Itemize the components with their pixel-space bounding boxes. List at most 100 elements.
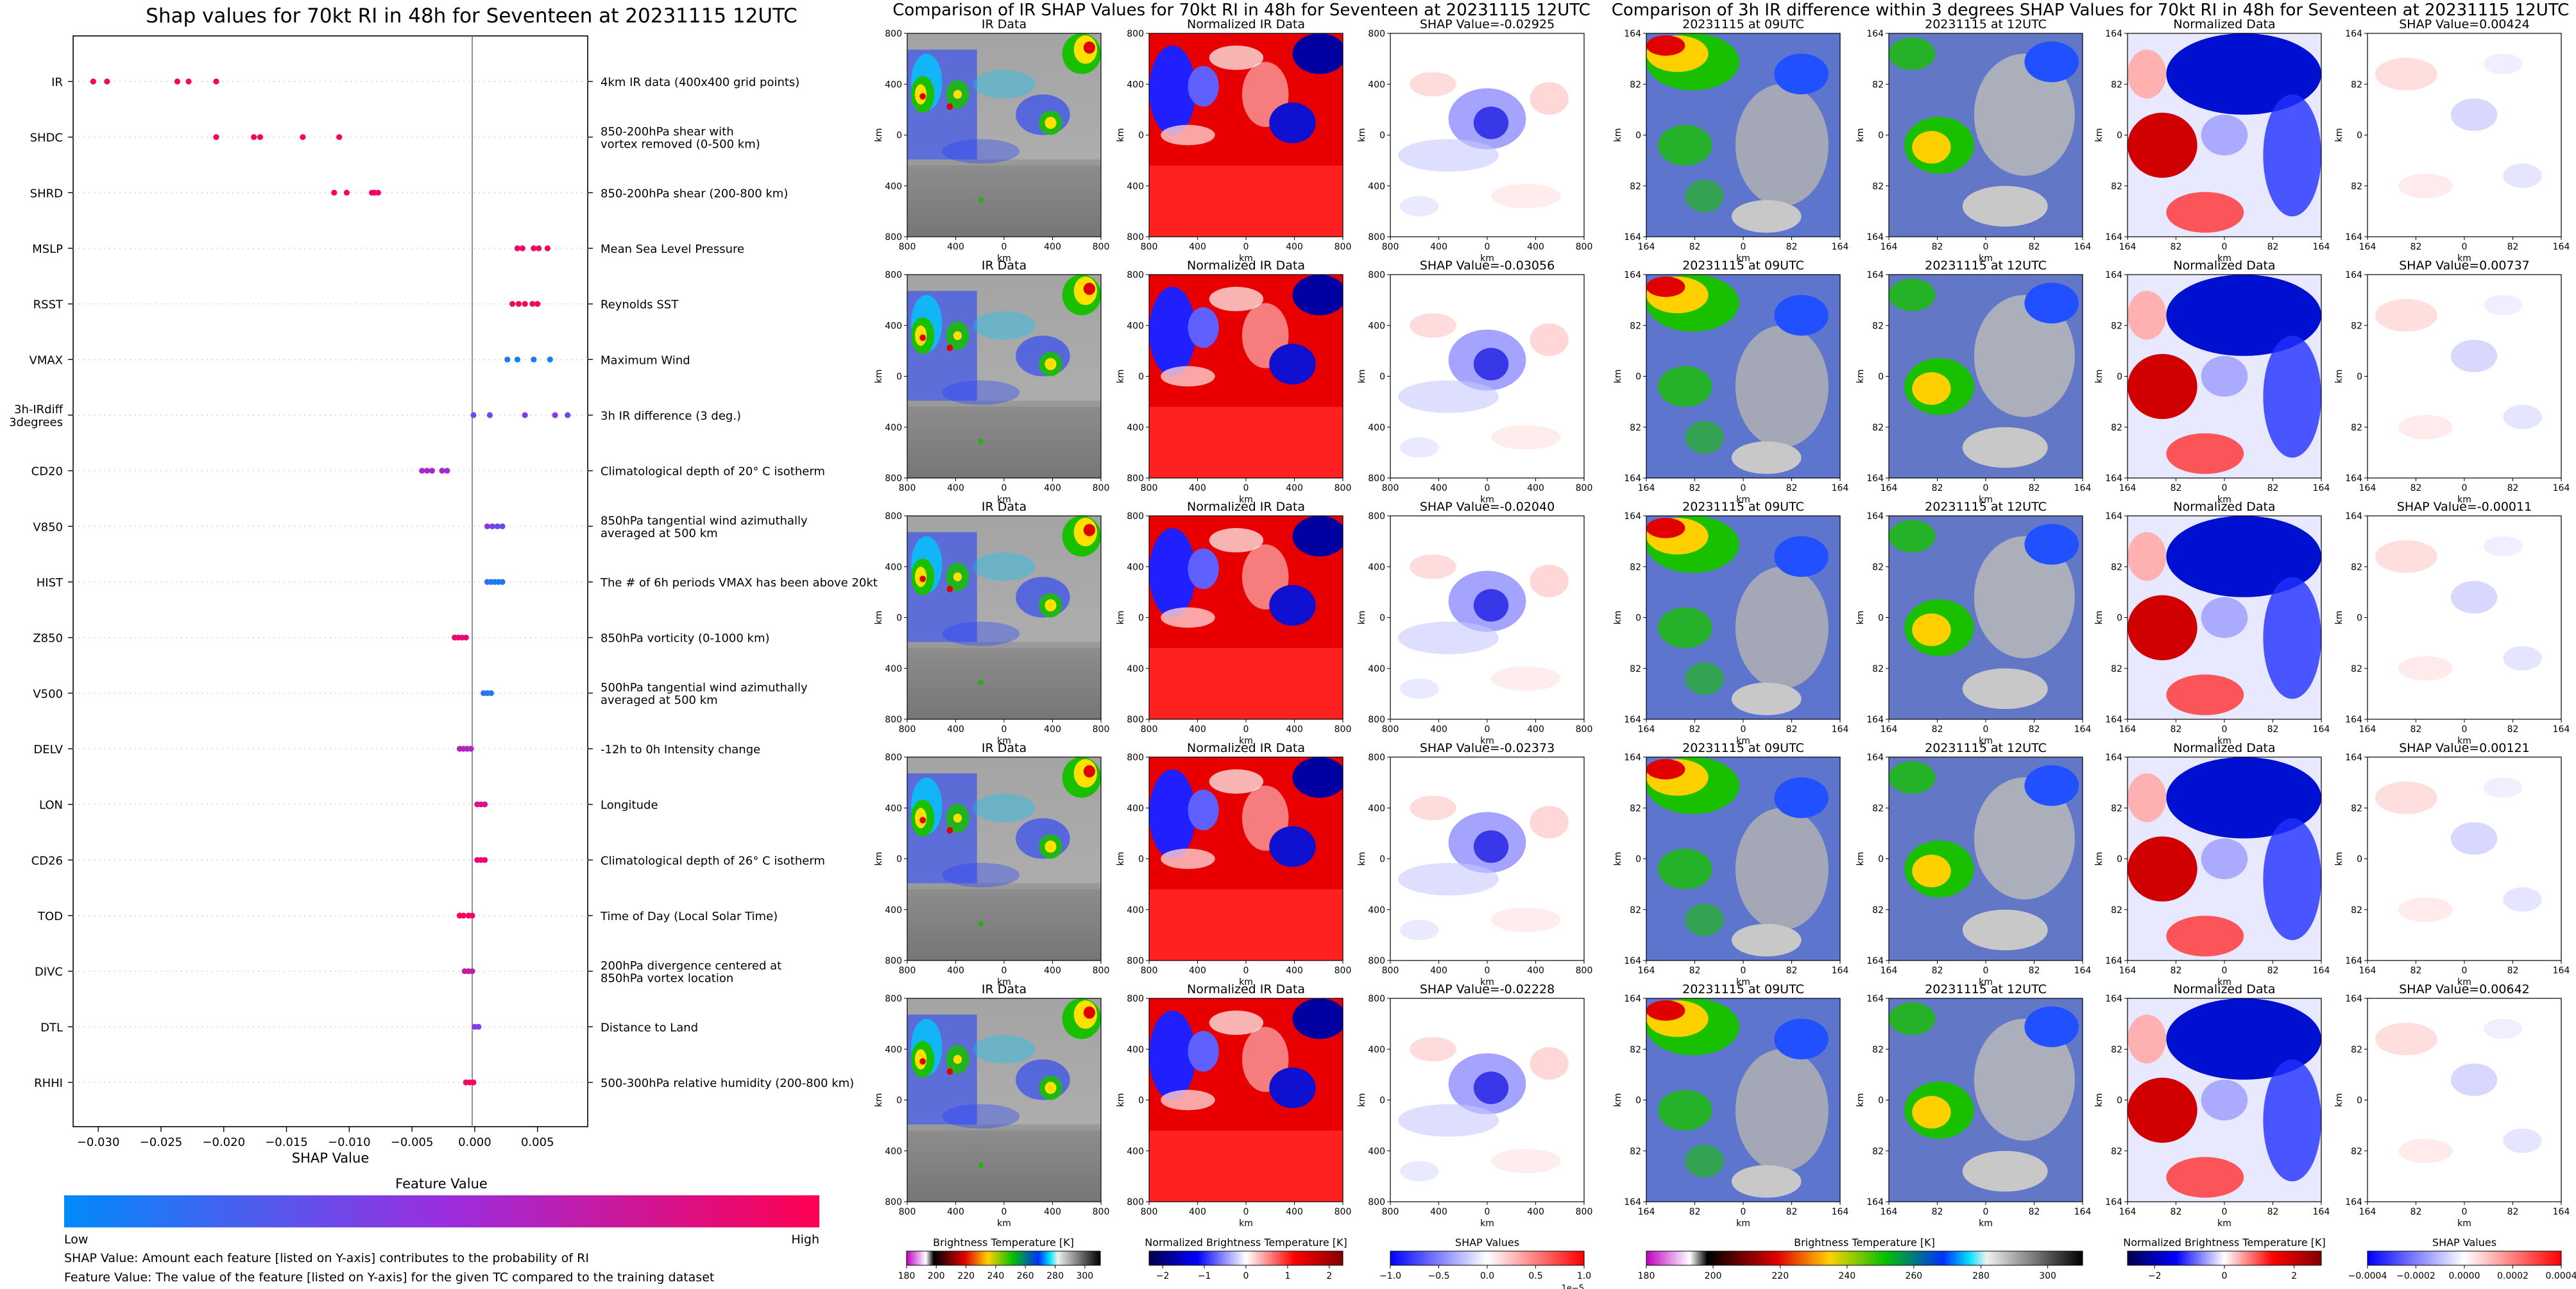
- ir-shap-image: [1390, 998, 1584, 1202]
- colorbar-tick-label: 300: [2039, 1271, 2056, 1281]
- x-tick-label: 164: [2313, 724, 2330, 735]
- y-tick-label: 400: [1127, 1147, 1144, 1157]
- feature-row: DTL Distance to Land: [40, 1021, 698, 1034]
- x-axis-label: km: [997, 977, 1011, 987]
- feature-name: TOD: [37, 910, 63, 923]
- y-tick-label: 82: [1872, 1147, 1884, 1157]
- x-tick-label: 164: [1881, 966, 1898, 976]
- y-axis-label: km: [2334, 852, 2344, 866]
- y-tick-label: 164: [2105, 994, 2122, 1004]
- shap-point: [469, 912, 475, 919]
- shap-point: [439, 468, 445, 474]
- x-tick-label: 400: [1044, 1207, 1061, 1217]
- subplot-title: Normalized Data: [2173, 741, 2275, 755]
- shap-point: [486, 412, 493, 418]
- x-tick-label: 82: [2410, 242, 2422, 252]
- x-axis-label: km: [997, 736, 1011, 746]
- x-axis-label: km: [1736, 736, 1750, 746]
- feature-name: IR: [51, 76, 63, 89]
- diff-panel-title: Comparison of 3h IR difference within 3 …: [1612, 1, 2570, 20]
- y-tick-label: 0: [1878, 613, 1884, 624]
- ir-09utc-image: [1646, 757, 1840, 960]
- y-tick-label: 82: [2111, 423, 2122, 433]
- x-axis-label: km: [1979, 736, 1993, 746]
- y-tick-label: 800: [1368, 29, 1385, 39]
- x-tick-label: 0: [1741, 242, 1746, 252]
- y-tick-label: 164: [2345, 753, 2362, 763]
- x-tick-label: 82: [1689, 242, 1701, 252]
- x-axis-label: km: [2217, 253, 2231, 264]
- colorbar-label: Normalized Brightness Temperature [K]: [2123, 1236, 2326, 1249]
- subplot-title: Normalized IR Data: [1187, 741, 1305, 755]
- y-tick-label: 0: [896, 855, 902, 865]
- colorbar-bar: [2367, 1251, 2562, 1266]
- normalized-ir-panel: Normalized IR Data8008004004000040040080…: [1116, 741, 1351, 987]
- x-tick-label: 800: [1093, 1207, 1110, 1217]
- shap-point: [375, 189, 381, 196]
- y-tick-label: 400: [1368, 664, 1385, 674]
- y-axis-label: km: [2094, 852, 2104, 866]
- y-tick-label: 82: [1630, 321, 1641, 331]
- colorbar-bar: [2127, 1251, 2322, 1266]
- subplot-title: SHAP Value=-0.00011: [2397, 500, 2532, 514]
- x-axis-label: km: [997, 1218, 1011, 1229]
- feature-description: 4km IR data (400x400 grid points): [601, 76, 799, 89]
- colorbar-tick-label: 0: [1243, 1271, 1249, 1281]
- feature-name: Z850: [33, 632, 63, 645]
- y-axis-label: km: [874, 852, 884, 866]
- x-tick-label: 800: [1576, 483, 1593, 493]
- x-tick-label: 800: [1335, 724, 1352, 735]
- colorbar-tick-label: −2: [2148, 1271, 2162, 1281]
- subplot-title: IR Data: [982, 741, 1027, 755]
- y-tick-label: 0: [1878, 372, 1884, 382]
- shap-point: [509, 301, 516, 307]
- y-axis-label: km: [874, 1093, 884, 1107]
- y-axis-label: km: [2334, 370, 2344, 384]
- y-tick-label: 800: [885, 270, 902, 280]
- shap-point: [519, 245, 525, 252]
- feature-colorbar-title: Feature Value: [395, 1176, 488, 1191]
- x-axis-label: km: [1979, 253, 1993, 264]
- shap-point: [494, 523, 500, 529]
- x-tick-label: 0: [1002, 242, 1007, 252]
- y-tick-label: 164: [2105, 232, 2122, 243]
- y-axis-label: km: [1357, 128, 1367, 142]
- y-tick-label: 800: [1127, 270, 1144, 280]
- y-axis-label: km: [2334, 1093, 2344, 1107]
- subplot-title: IR Data: [982, 259, 1027, 273]
- ir-09utc-panel: 20231115 at 09UTC1641648282008282164164k…: [1613, 17, 1848, 264]
- shap-point: [544, 245, 551, 252]
- colorbar-tick-label: 200: [928, 1271, 945, 1281]
- y-tick-label: 0: [896, 372, 902, 382]
- x-tick-label: 800: [899, 242, 916, 252]
- y-tick-label: 0: [1138, 1096, 1144, 1106]
- feature-name: MSLP: [32, 243, 63, 256]
- y-tick-label: 0: [1635, 855, 1641, 865]
- feature-description: Time of Day (Local Solar Time): [600, 910, 778, 923]
- x-tick-label: 164: [2313, 483, 2330, 493]
- x-tick-label: 164: [2119, 724, 2137, 735]
- x-tick-label: 164: [1881, 724, 1898, 735]
- ir-data-image: [907, 33, 1101, 237]
- diff-shap-panel: SHAP Value=0.006421641648282008282164164…: [2334, 982, 2570, 1229]
- subplot-title: SHAP Value=0.00737: [2399, 259, 2530, 273]
- y-tick-label: 800: [885, 29, 902, 39]
- x-tick-label: 82: [2267, 724, 2279, 735]
- x-tick-label: 164: [2313, 242, 2330, 252]
- y-tick-label: 400: [1127, 664, 1144, 674]
- x-tick-label: 0: [1243, 1207, 1249, 1217]
- y-axis-label: km: [1116, 370, 1126, 384]
- x-tick-label: 800: [1141, 483, 1158, 493]
- x-tick-label: 164: [2359, 242, 2376, 252]
- x-tick-label: 82: [1786, 724, 1798, 735]
- x-tick-label: 0: [2222, 966, 2228, 976]
- shap-point: [213, 78, 219, 85]
- x-tick-label: 82: [2410, 724, 2422, 735]
- x-tick-label: 400: [1527, 483, 1544, 493]
- normalized-ir-image: [1149, 33, 1343, 237]
- x-tick-label: 82: [2171, 724, 2182, 735]
- x-tick-label: 82: [2507, 1207, 2519, 1217]
- x-tick-label: 164: [1881, 242, 1898, 252]
- shap-point: [489, 523, 495, 529]
- y-tick-label: 164: [2345, 715, 2362, 725]
